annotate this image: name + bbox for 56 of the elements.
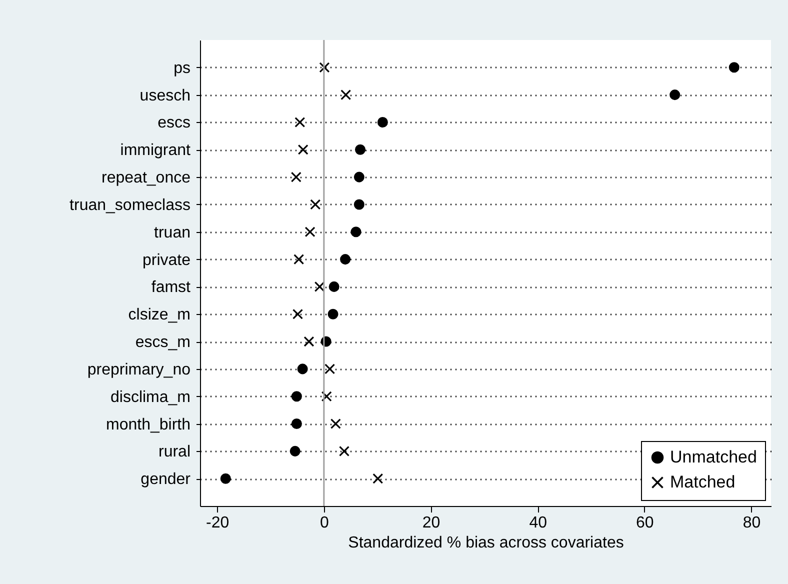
- point: [328, 308, 338, 320]
- point: [670, 90, 680, 100]
- point: [354, 172, 364, 182]
- point: [330, 418, 341, 430]
- x-tick-label: 80: [742, 514, 761, 532]
- point: [354, 199, 364, 210]
- point: [304, 226, 316, 238]
- point: [350, 226, 362, 238]
- point: [321, 391, 332, 402]
- y-tick-label: escs_m: [135, 334, 190, 352]
- point: [220, 473, 231, 484]
- y-tick-label: preprimary_no: [87, 361, 191, 378]
- y-tick-label: usesch: [140, 87, 190, 104]
- x-tick-label: 0: [320, 514, 329, 532]
- point: [319, 62, 330, 73]
- point: [291, 391, 302, 402]
- y-tick-label: month_birth: [106, 416, 190, 434]
- point: [338, 446, 350, 456]
- x-tick-label: 20: [422, 514, 440, 532]
- y-tick-label: immigrant: [120, 142, 192, 160]
- point: [290, 172, 302, 182]
- point: [294, 116, 306, 128]
- point: [297, 364, 308, 374]
- y-tick-label: gender: [140, 471, 192, 488]
- legend-label: Matched: [670, 472, 736, 492]
- point: [310, 199, 321, 210]
- x-axis-title: Standardized % bias across covariates: [348, 534, 624, 552]
- point: [372, 473, 384, 484]
- point: [340, 254, 351, 265]
- point: [314, 281, 325, 292]
- x-tick-label: 40: [529, 514, 548, 532]
- point: [340, 90, 352, 100]
- point: [291, 418, 302, 430]
- legend-label: Unmatched: [670, 448, 757, 466]
- point: [328, 281, 340, 292]
- point: [324, 364, 336, 374]
- point: [294, 254, 304, 265]
- y-tick-label: rural: [158, 444, 190, 461]
- y-tick-label: repeat_once: [102, 170, 191, 187]
- y-tick-label: disclima_m: [110, 388, 190, 406]
- y-tick-label: private: [142, 252, 191, 269]
- point: [292, 308, 304, 320]
- y-tick-label: truan_someclass: [70, 196, 190, 214]
- point: [304, 336, 314, 347]
- point: [377, 116, 388, 128]
- point: [298, 144, 308, 155]
- x-tick-label: -20: [206, 514, 230, 532]
- x-tick-label: 60: [636, 514, 654, 532]
- y-tick-label: truan: [154, 224, 190, 242]
- point: [290, 446, 300, 456]
- y-tick-label: clsize_m: [128, 306, 190, 324]
- y-tick-label: ps: [174, 60, 190, 77]
- y-tick-label: escs: [158, 114, 190, 132]
- y-tick-label: famst: [151, 279, 192, 296]
- point: [354, 144, 366, 155]
- point: [728, 62, 740, 73]
